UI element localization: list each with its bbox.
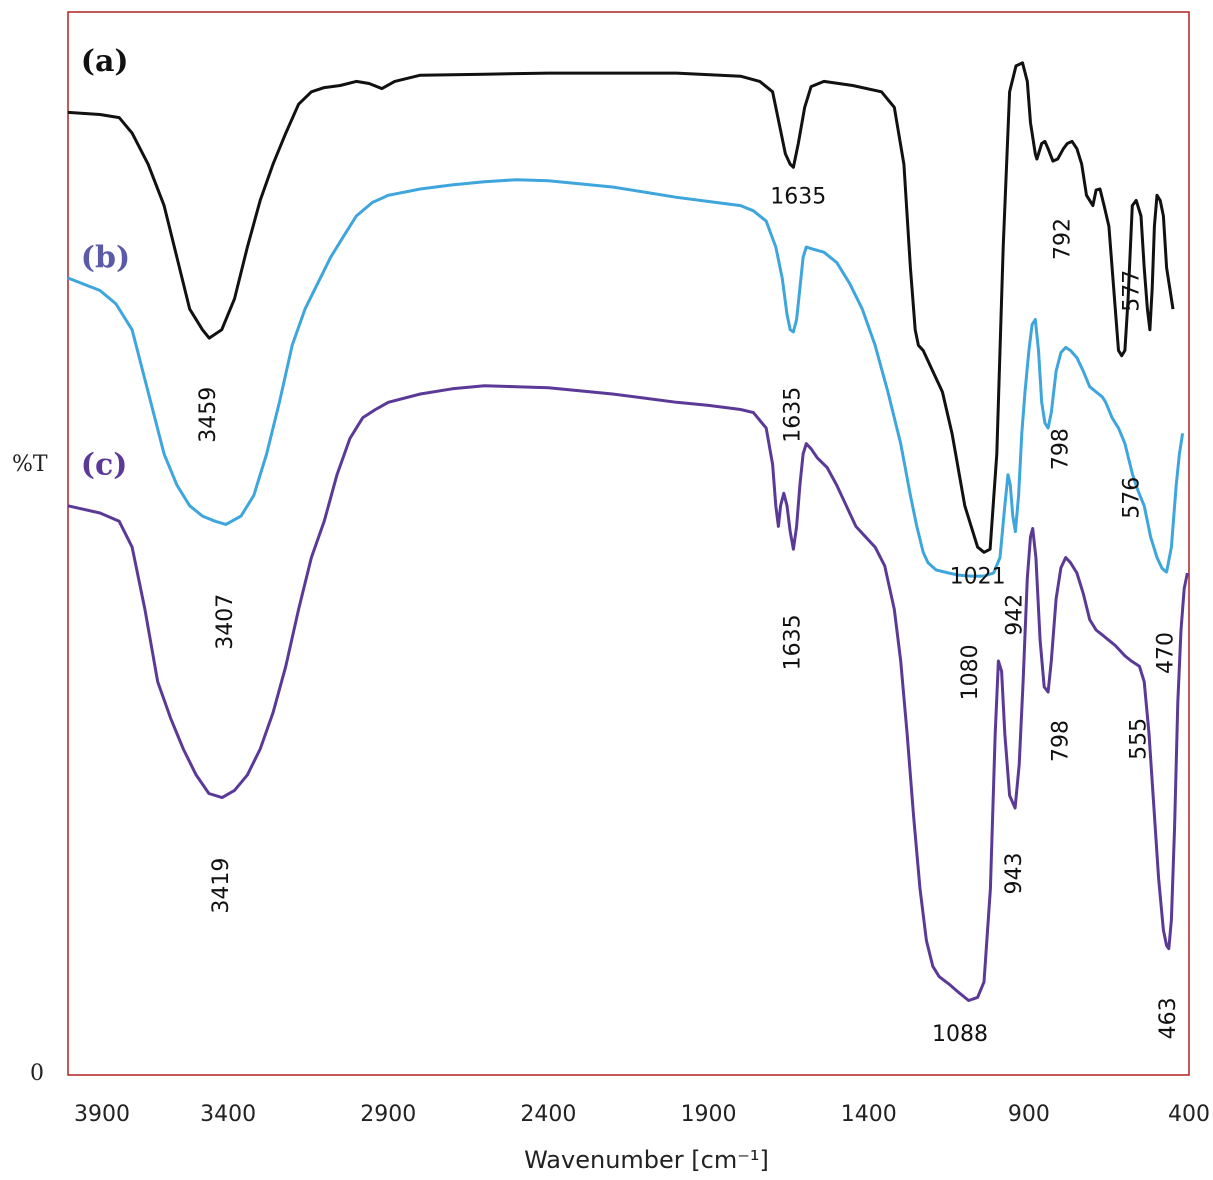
peak-labels: 3459 1635 792 577 3407 1635 1021 942 798 576 1080 4… — [196, 185, 1181, 1047]
x-tick-label: 2900 — [360, 1102, 416, 1127]
peak-label-17: 1088 — [932, 1022, 988, 1047]
x-tick-label: 3900 — [74, 1102, 130, 1127]
x-axis-ticks: 3900 3400 2900 2400 1900 1400 900 400 — [74, 1102, 1210, 1127]
peak-label-13: 798 — [1049, 720, 1074, 762]
peak-label-3: 577 — [1119, 270, 1144, 312]
x-tick-label: 400 — [1168, 1102, 1210, 1127]
peak-label-12: 1635 — [780, 614, 805, 670]
x-tick-label: 2400 — [520, 1102, 576, 1127]
x-axis-title: Wavenumber [cm⁻¹] — [524, 1146, 769, 1174]
series-line-2 — [67, 384, 1189, 1002]
series-group — [67, 61, 1189, 1002]
x-tick-label: 3400 — [200, 1102, 256, 1127]
series-label-1: (b) — [81, 241, 130, 276]
peak-label-1: 1635 — [770, 185, 826, 210]
series-line-1 — [67, 178, 1185, 578]
peak-label-6: 1021 — [950, 564, 1006, 589]
peak-label-15: 943 — [1002, 853, 1027, 895]
series-line-0 — [67, 61, 1175, 554]
peak-label-4: 3407 — [213, 594, 238, 650]
y-origin-label: 0 — [30, 1061, 44, 1086]
peak-label-16: 3419 — [209, 858, 234, 914]
x-tick-label: 1900 — [681, 1102, 737, 1127]
peak-label-7: 942 — [1002, 594, 1027, 636]
series-labels: (a) (b) (c) — [81, 44, 130, 483]
peak-label-9: 576 — [1120, 477, 1145, 519]
series-label-2: (c) — [81, 448, 128, 483]
peak-label-0: 3459 — [196, 387, 221, 443]
series-label-0: (a) — [81, 44, 129, 79]
peak-label-11: 470 — [1154, 632, 1179, 674]
x-tick-label: 900 — [1008, 1102, 1050, 1127]
plot-frame — [67, 11, 1190, 1076]
peak-label-2: 792 — [1050, 218, 1075, 260]
peak-label-8: 798 — [1049, 428, 1074, 470]
peak-label-10: 1080 — [958, 644, 983, 700]
peak-label-5: 1635 — [780, 387, 805, 443]
peak-label-14: 555 — [1126, 718, 1151, 760]
x-tick-label: 1400 — [841, 1102, 897, 1127]
y-axis-label: %T — [12, 452, 48, 477]
peak-label-18: 463 — [1156, 997, 1181, 1039]
